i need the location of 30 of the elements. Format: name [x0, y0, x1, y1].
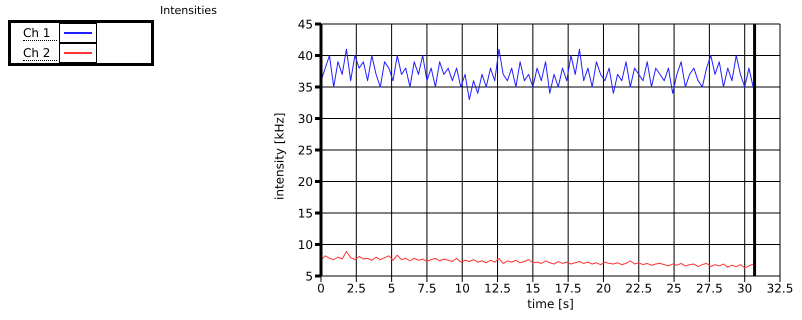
x-tick-label: 17.5 — [554, 282, 582, 296]
line-series — [321, 250, 754, 268]
x-tick-label: 0 — [317, 282, 325, 296]
x-tick-label: 12.5 — [484, 282, 511, 296]
y-tick-label: 30 — [298, 112, 313, 126]
x-tick-label: 7.5 — [417, 282, 436, 296]
y-tick-label: 45 — [298, 17, 313, 32]
y-tick-label: 15 — [298, 206, 313, 220]
y-tick-label: 35 — [298, 80, 313, 94]
legend-label: Ch 2 — [23, 46, 57, 60]
x-tick-label: 5 — [388, 282, 396, 296]
x-axis-title: time [s] — [527, 297, 574, 311]
x-tick-label: 2.5 — [346, 282, 366, 296]
line-series — [321, 48, 754, 100]
x-tick-label: 27.5 — [696, 282, 723, 296]
x-tick-label: 30 — [737, 282, 752, 296]
x-tick-label: 25 — [666, 282, 682, 296]
x-tick-label: 15 — [525, 282, 540, 296]
legend-label: Ch 1 — [23, 26, 57, 40]
y-axis-title: intensity [kHz] — [272, 112, 286, 200]
x-tick-label: 22.5 — [625, 282, 652, 296]
y-tick-label: 10 — [298, 238, 313, 252]
x-tick-label: 20 — [596, 282, 612, 296]
y-tick-label: 40 — [298, 48, 313, 63]
x-tick-label: 32.5 — [766, 282, 794, 296]
text: Intensities — [160, 4, 217, 17]
y-tick-label: 25 — [298, 143, 313, 158]
x-tick-label: 10 — [454, 282, 470, 296]
y-tick-label: 20 — [298, 174, 313, 189]
y-tick-label: 5 — [305, 269, 313, 284]
